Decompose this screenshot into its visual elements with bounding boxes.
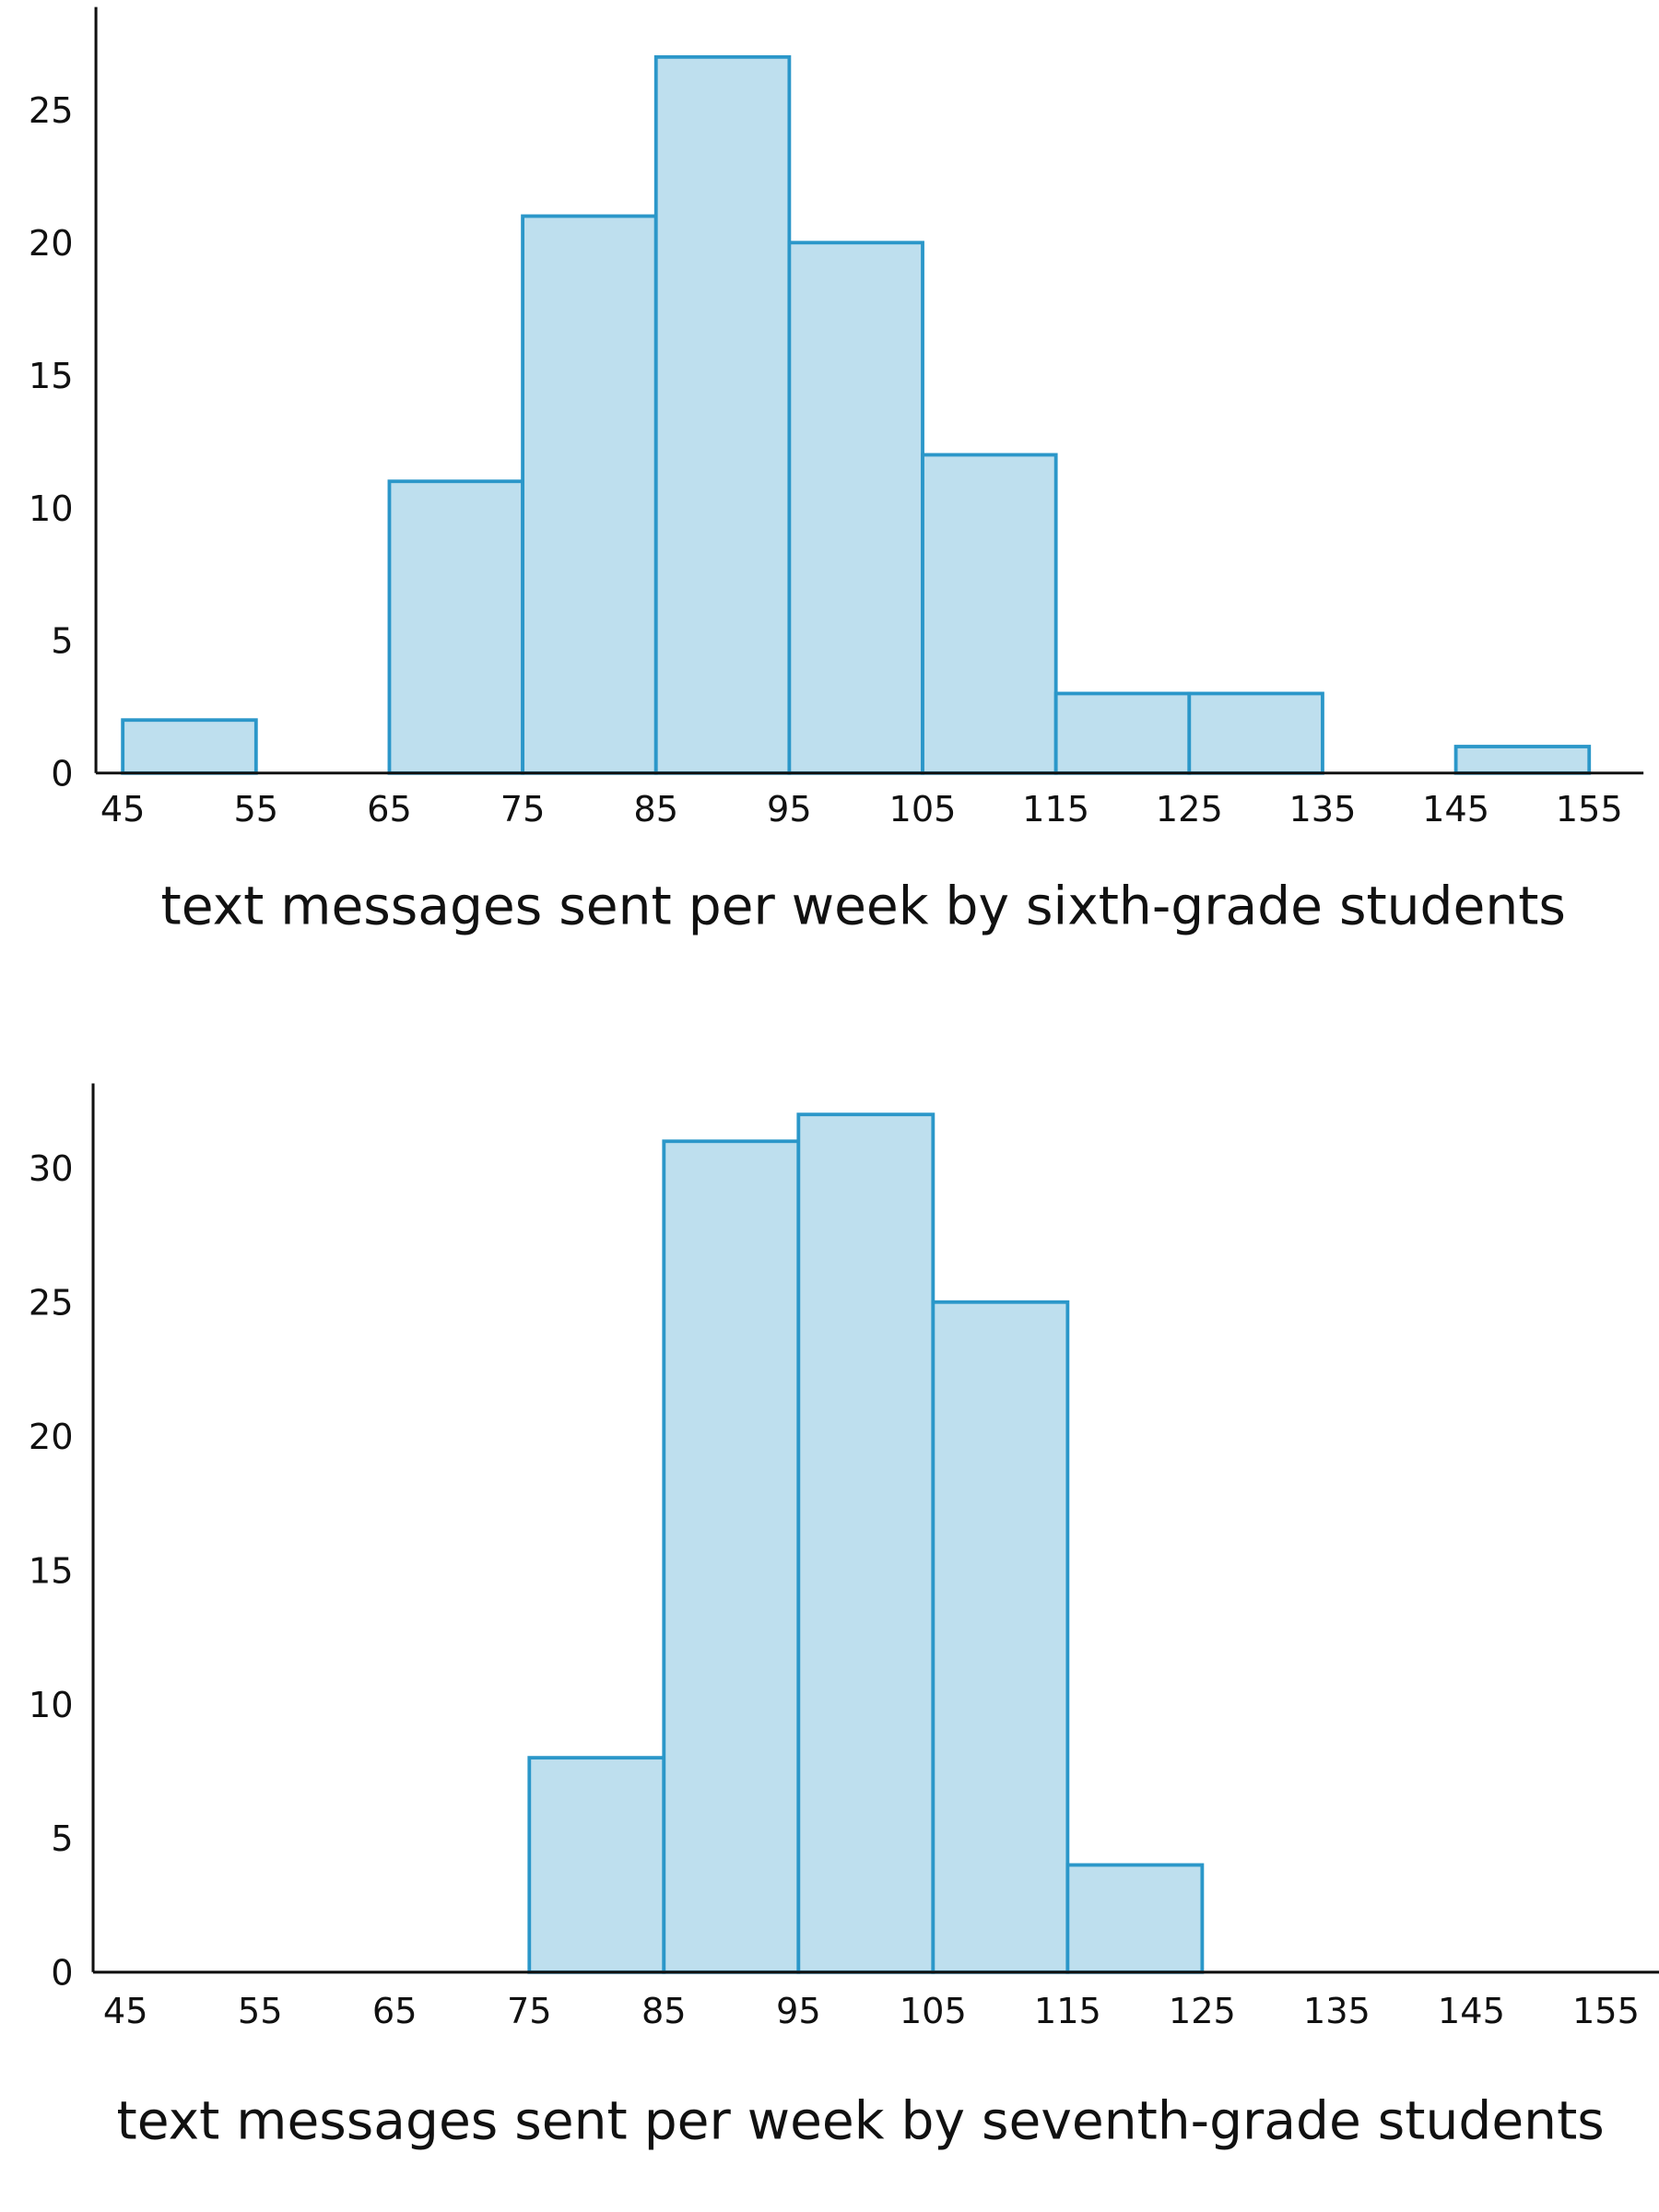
x-tick-label: 115 (1022, 789, 1089, 830)
x-tick-label: 145 (1438, 1991, 1505, 2032)
histogram-bar (387, 479, 525, 775)
y-tick-label: 15 (29, 356, 74, 397)
histogram-bar (521, 214, 658, 775)
x-tick-label: 125 (1156, 789, 1223, 830)
x-tick-label: 55 (238, 1991, 283, 2032)
y-tick-label: 10 (29, 488, 74, 530)
x-tick-label: 45 (103, 1991, 148, 2032)
x-tick-label: 85 (633, 789, 678, 830)
x-tick-label: 155 (1556, 789, 1623, 830)
x-tick-label: 105 (900, 1991, 967, 2032)
x-tick-label: 65 (372, 1991, 418, 2032)
y-tick-label: 25 (29, 1283, 74, 1324)
x-tick-label: 75 (507, 1991, 552, 2032)
histogram-bar (1453, 745, 1592, 775)
x-tick-label: 95 (776, 1991, 821, 2032)
histogram-bar (796, 1112, 935, 1974)
x-tick-label: 65 (367, 789, 412, 830)
x-tick-label: 45 (100, 789, 146, 830)
seventh-grade-histogram: text messages sent per week by seventh-g… (29, 1083, 1659, 2151)
x-tick-label: 85 (641, 1991, 687, 2032)
x-tick-label: 105 (889, 789, 957, 830)
histogram-bar (787, 241, 924, 775)
x-tick-label: 95 (767, 789, 812, 830)
x-tick-label: 115 (1034, 1991, 1101, 2032)
sixth-grade-histogram: text messages sent per week by sixth-gra… (29, 6, 1644, 937)
x-axis-title: text messages sent per week by seventh-g… (117, 2090, 1605, 2151)
histogram-bar (931, 1300, 1070, 1974)
x-tick-label: 155 (1572, 1991, 1640, 2032)
x-tick-label: 135 (1288, 789, 1356, 830)
histogram-bar (662, 1139, 801, 1974)
y-tick-label: 5 (51, 1818, 73, 1860)
y-tick-label: 0 (51, 1953, 73, 1994)
histogram-bar (921, 453, 1058, 775)
x-tick-label: 145 (1422, 789, 1489, 830)
y-tick-label: 5 (51, 621, 73, 663)
y-tick-label: 10 (29, 1685, 74, 1726)
x-axis-title: text messages sent per week by sixth-gra… (161, 877, 1566, 937)
x-tick-label: 75 (500, 789, 546, 830)
histogram-bar (121, 718, 258, 775)
histogram-bar (1053, 691, 1192, 775)
x-tick-label: 55 (233, 789, 278, 830)
y-tick-label: 15 (29, 1550, 74, 1592)
x-tick-label: 125 (1169, 1991, 1236, 2032)
y-tick-label: 20 (29, 223, 74, 265)
y-tick-label: 0 (51, 754, 73, 795)
histogram-bar (527, 1756, 666, 1974)
x-tick-label: 135 (1303, 1991, 1371, 2032)
y-tick-label: 30 (29, 1148, 74, 1190)
histogram-bar (1065, 1863, 1205, 1974)
histogram-bar (1187, 691, 1324, 775)
histogram-bar (653, 54, 792, 775)
y-tick-label: 20 (29, 1417, 74, 1458)
y-tick-label: 25 (29, 90, 74, 132)
